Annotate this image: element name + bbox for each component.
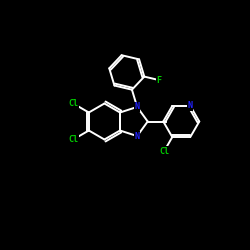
Text: N: N [188, 102, 193, 110]
Text: N: N [134, 102, 140, 112]
Text: Cl: Cl [159, 147, 169, 156]
Text: Cl: Cl [69, 135, 79, 144]
Text: F: F [156, 76, 162, 84]
Text: Cl: Cl [69, 99, 79, 108]
Text: N: N [134, 132, 140, 140]
